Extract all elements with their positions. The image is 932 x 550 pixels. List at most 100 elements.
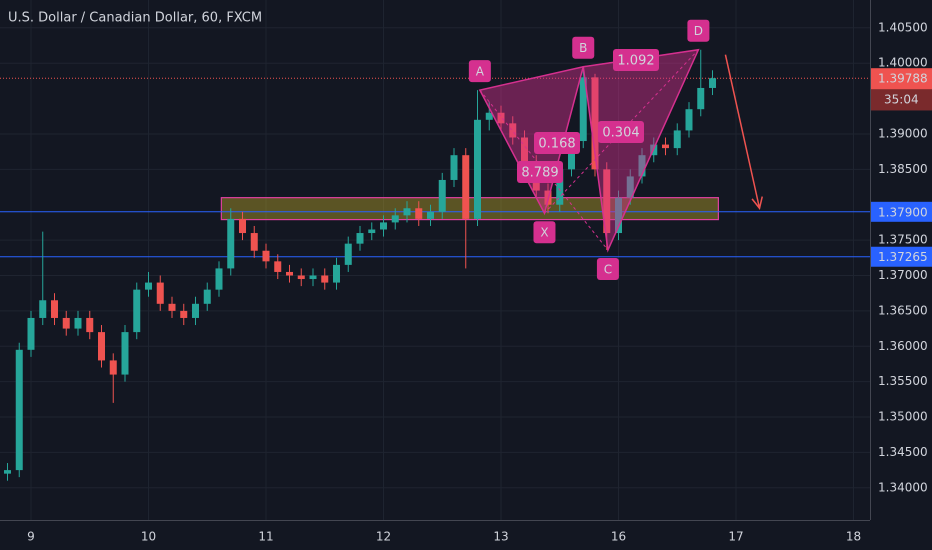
pattern-point-box: [687, 19, 710, 42]
candle-body: [391, 215, 399, 223]
candle-body: [356, 233, 364, 244]
candle-body: [321, 275, 329, 283]
y-tick-label: 1.36500: [878, 303, 928, 317]
candle-body: [474, 119, 482, 219]
candle-body: [509, 123, 517, 138]
candle-body: [309, 275, 317, 280]
candle-body: [215, 268, 223, 290]
x-tick-label: 13: [493, 530, 508, 544]
ratio-label: 0.168: [538, 137, 575, 152]
y-tick-label: 1.36000: [878, 339, 928, 353]
candle-body: [3, 470, 11, 474]
x-tick-label: 9: [27, 530, 35, 544]
plot: X A B C D 0.168 8.789 0.304 1.092: [0, 19, 870, 481]
candle-body: [579, 77, 587, 142]
y-tick-label: 1.40500: [878, 20, 928, 34]
candle-body: [250, 233, 258, 251]
last-price-label: 1.39788: [878, 72, 928, 86]
chart-title: U.S. Dollar / Canadian Dollar, 60, FXCM: [8, 11, 262, 26]
candle-body: [344, 243, 352, 265]
pattern-point-box: [596, 258, 619, 281]
pattern-ratio-line: [544, 49, 699, 214]
candle-body: [426, 211, 434, 219]
candle-body: [332, 264, 340, 283]
candle-body: [462, 155, 470, 219]
pattern-point-label: A: [476, 65, 485, 79]
ratio-label: 8.789: [521, 166, 558, 181]
pattern-point-box: [533, 221, 556, 244]
candle-body: [709, 78, 717, 88]
candle-body: [450, 155, 458, 180]
pattern-point-box: [572, 36, 595, 59]
candle-body: [415, 208, 423, 219]
candle-body: [615, 197, 623, 234]
candle-body: [673, 130, 681, 149]
y-tick-label: 1.35000: [878, 410, 928, 424]
candle-body: [556, 169, 564, 205]
candle-body: [133, 289, 141, 333]
candle-body: [403, 208, 411, 216]
candle-body: [521, 137, 529, 163]
pattern-point-label: B: [579, 41, 587, 55]
y-tick-label: 1.35500: [878, 374, 928, 388]
candle-body: [697, 87, 705, 110]
candle-body: [285, 271, 293, 276]
candle-body: [27, 317, 35, 350]
x-tick-label: 18: [846, 530, 861, 544]
candle-body: [180, 310, 188, 318]
y-tick-label: 1.37000: [878, 268, 928, 282]
candle-body: [591, 77, 599, 170]
y-tick-label: 1.34000: [878, 480, 928, 494]
ratio-box: [534, 132, 580, 154]
candle-body: [168, 303, 176, 311]
candle-body: [603, 169, 611, 234]
ratio-box: [613, 49, 659, 71]
candle-body: [121, 332, 129, 375]
candle-body: [626, 176, 634, 198]
pattern-ratio-line: [583, 49, 699, 68]
level-price-label: 1.37900: [878, 205, 928, 219]
ratio-label: 1.092: [617, 54, 654, 69]
candle-body: [485, 112, 493, 120]
y-tick-label: 1.37500: [878, 233, 928, 247]
zone: [220, 197, 719, 221]
candle-body: [368, 229, 376, 234]
candle-body: [568, 141, 576, 170]
candle-body: [379, 222, 387, 230]
y-tick-label: 1.40000: [878, 56, 928, 70]
y-tick-label: 1.39000: [878, 126, 928, 140]
candle-body: [86, 317, 94, 333]
candle-body: [62, 317, 70, 329]
candle-body: [685, 109, 693, 131]
x-tick-label: 16: [611, 530, 626, 544]
axes: 1.40500 1.40000 1.39000 1.38500 1.37500 1.370…: [27, 20, 932, 544]
ratio-label: 0.304: [602, 126, 639, 141]
candle-body: [74, 317, 82, 329]
candle-body: [227, 218, 235, 269]
x-tick-label: 10: [141, 530, 156, 544]
grid: [0, 0, 870, 520]
candle-body: [438, 179, 446, 212]
pattern-ratio-line: [543, 66, 584, 214]
arrow-head: [751, 196, 763, 210]
candle-body: [497, 112, 505, 124]
x-tick-label: 12: [376, 530, 391, 544]
level-price-box: [871, 201, 932, 222]
ratio-box: [517, 161, 563, 183]
countdown-label: 35:04: [884, 93, 919, 107]
candle-body: [262, 250, 270, 262]
pattern-point-box: [468, 60, 491, 83]
level-price-box: [871, 246, 932, 267]
candle-body: [297, 275, 305, 280]
pattern-point-label: D: [694, 24, 703, 38]
candle-body: [144, 282, 152, 290]
x-tick-label: 11: [258, 530, 273, 544]
candle-body: [662, 144, 670, 149]
pattern-point-label: X: [540, 226, 548, 240]
candle-body: [39, 300, 47, 318]
candle-body: [97, 332, 105, 361]
y-tick-label: 1.34500: [878, 445, 928, 459]
pattern-point-label: C: [604, 263, 612, 277]
candle-body: [638, 155, 646, 177]
